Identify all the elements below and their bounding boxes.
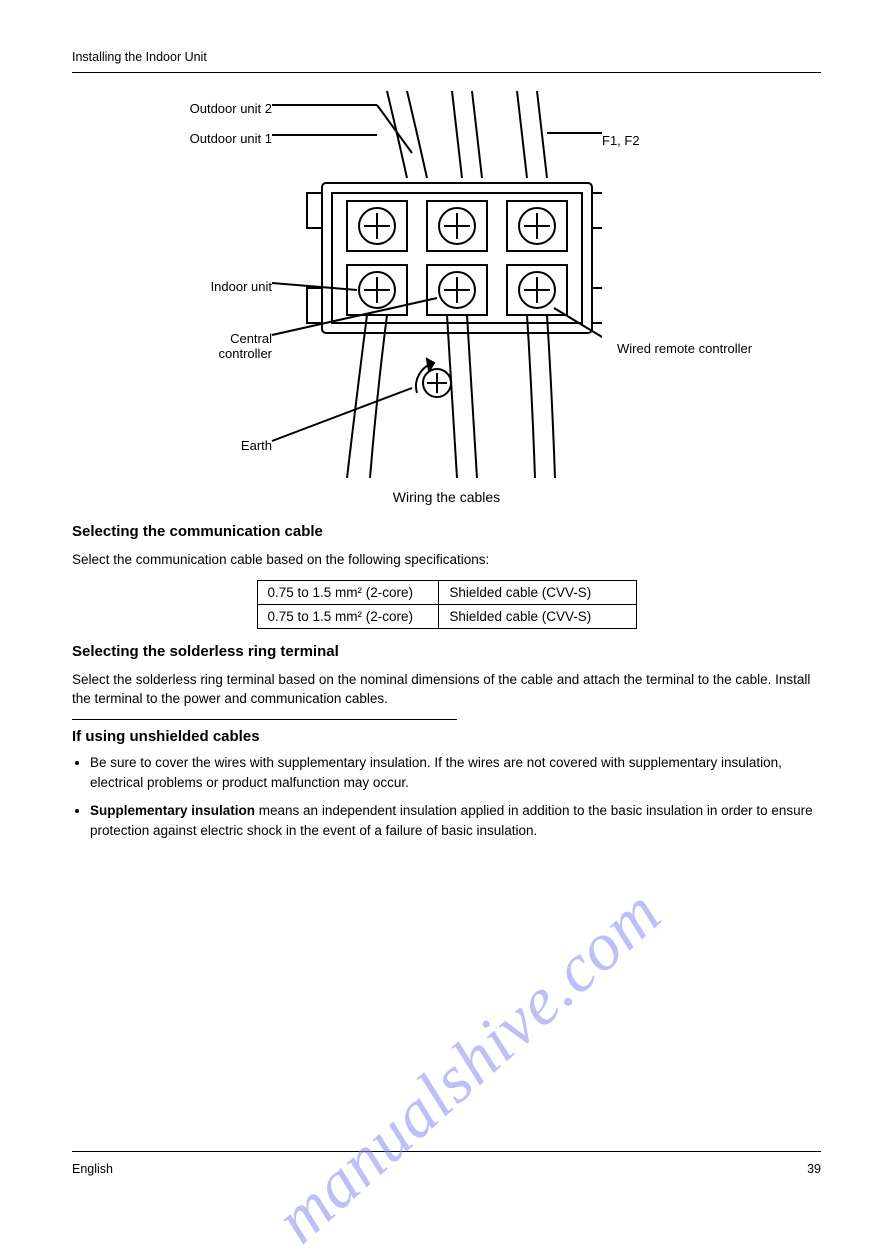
- copper-title: Selecting the solderless ring terminal: [72, 643, 821, 660]
- table-cell: 0.75 to 1.5 mm² (2-core): [257, 604, 439, 628]
- footer-lang: English: [72, 1162, 113, 1176]
- footer-page: 39: [807, 1162, 821, 1176]
- label-earth: Earth: [152, 438, 272, 453]
- watermark: manualshive.com: [260, 873, 676, 1259]
- comm-cable-title: Selecting the communication cable: [72, 523, 821, 540]
- comm-cable-table: 0.75 to 1.5 mm² (2-core) Shielded cable …: [257, 580, 637, 629]
- header-rule: [72, 72, 821, 73]
- footer-rule: [72, 1151, 821, 1152]
- table-cell: Shielded cable (CVV-S): [439, 604, 636, 628]
- page-footer: English 39: [72, 1162, 821, 1176]
- label-outdoor1: Outdoor unit 1: [152, 131, 272, 146]
- label-wired: Wired remote controller: [617, 341, 752, 356]
- terminal-block-svg: [262, 83, 602, 483]
- sub-rule: [72, 719, 457, 720]
- label-central: Central controller: [186, 331, 272, 361]
- wiring-diagram: Outdoor unit 2 Outdoor unit 1 F1, F2 Ind…: [72, 83, 821, 483]
- comm-cable-para: Select the communication cable based on …: [72, 550, 821, 570]
- label-f1f2: F1, F2: [602, 133, 640, 148]
- list-item: Be sure to cover the wires with suppleme…: [90, 753, 821, 794]
- table-cell: 0.75 to 1.5 mm² (2-core): [257, 580, 439, 604]
- label-indoor: Indoor unit: [197, 279, 272, 294]
- table-row: 0.75 to 1.5 mm² (2-core) Shielded cable …: [257, 604, 636, 628]
- list-item: Supplementary insulation means an indepe…: [90, 801, 821, 842]
- page-header: Installing the Indoor Unit: [72, 50, 821, 64]
- table-cell: Shielded cable (CVV-S): [439, 580, 636, 604]
- label-outdoor2: Outdoor unit 2: [152, 101, 272, 116]
- figure-caption: Wiring the cables: [72, 489, 821, 505]
- table-row: 0.75 to 1.5 mm² (2-core) Shielded cable …: [257, 580, 636, 604]
- supp-insul-term: Supplementary insulation: [90, 803, 259, 818]
- copper-para: Select the solderless ring terminal base…: [72, 670, 821, 709]
- unshielded-title: If using unshielded cables: [72, 728, 821, 745]
